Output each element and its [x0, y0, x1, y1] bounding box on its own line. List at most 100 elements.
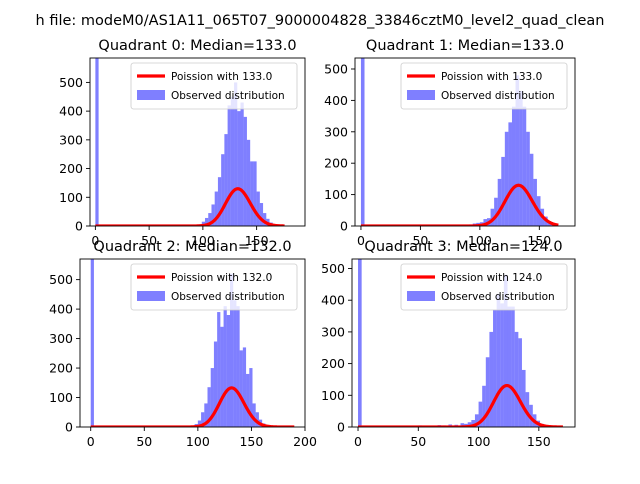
legend-box	[401, 63, 567, 109]
legend: Poission with 133.0 Observed distribution	[131, 63, 297, 109]
legend-box	[131, 63, 297, 109]
legend-line-label: Poission with 124.0	[441, 272, 542, 284]
subplot-title: Quadrant 2: Median=132.0	[93, 239, 291, 255]
legend: Poission with 124.0 Observed distribution	[401, 264, 567, 310]
y-tick-label: 500	[324, 61, 348, 76]
histogram-bar	[500, 303, 504, 427]
y-tick-label: 0	[65, 420, 73, 435]
legend-line-label: Poission with 133.0	[171, 71, 272, 83]
legend-bar-label: Observed distribution	[171, 291, 285, 303]
x-tick-label: 150	[527, 434, 551, 449]
legend-bar-swatch	[407, 90, 435, 100]
legend-bar-label: Observed distribution	[441, 291, 555, 303]
histogram-bar	[518, 338, 522, 427]
histogram-bar	[523, 107, 527, 226]
histogram-bar	[227, 315, 230, 427]
y-tick-label: 200	[321, 356, 345, 371]
histogram-bar	[221, 154, 224, 226]
histogram-bar	[243, 347, 246, 427]
y-tick-label: 500	[59, 75, 83, 90]
x-tick-label: 0	[87, 434, 95, 449]
histogram-bar	[498, 179, 502, 226]
histogram-bar	[95, 54, 98, 226]
y-tick-label: 0	[337, 420, 345, 435]
histogram-bar	[236, 306, 239, 427]
x-tick-label: 100	[186, 434, 210, 449]
legend-bar-swatch	[137, 291, 165, 301]
subplot-title: Quadrant 1: Median=133.0	[366, 38, 564, 54]
x-tick-label: 100	[467, 434, 491, 449]
histogram-bar	[246, 374, 249, 427]
y-tick-label: 300	[49, 331, 73, 346]
histogram-bar	[515, 332, 519, 427]
x-tick-label: 150	[239, 434, 263, 449]
legend-bar-swatch	[407, 291, 435, 301]
y-tick-label: 300	[59, 132, 83, 147]
histogram-bar	[224, 306, 227, 427]
histogram-bar	[358, 243, 362, 427]
legend-line-label: Poission with 132.0	[171, 272, 272, 284]
y-tick-label: 300	[324, 124, 348, 139]
y-tick-label: 100	[321, 388, 345, 403]
histogram-bar	[244, 117, 247, 226]
y-tick-label: 0	[340, 219, 348, 234]
legend: Poission with 133.0 Observed distribution	[401, 63, 567, 109]
y-tick-label: 100	[49, 390, 73, 405]
histogram-bar	[237, 111, 240, 226]
histogram-bar	[508, 122, 512, 226]
histogram-bar	[224, 134, 227, 226]
legend-bar-swatch	[137, 90, 165, 100]
histogram-bar	[253, 161, 256, 226]
x-tick-label: 0	[354, 434, 362, 449]
legend: Poission with 132.0 Observed distribution	[131, 264, 297, 310]
histogram-bar	[512, 107, 516, 226]
histogram-bar	[241, 103, 244, 226]
legend-box	[401, 264, 567, 310]
histogram-bar	[218, 177, 221, 226]
legend-line-label: Poission with 133.0	[441, 71, 542, 83]
histogram-bar	[501, 157, 505, 226]
y-tick-label: 100	[324, 187, 348, 202]
histogram-bar	[507, 307, 511, 427]
y-tick-label: 0	[75, 219, 83, 234]
legend-box	[131, 264, 297, 310]
y-tick-label: 500	[49, 272, 73, 287]
x-tick-label: 50	[410, 434, 426, 449]
histogram-bar	[489, 332, 493, 427]
histogram-bar	[511, 307, 515, 427]
y-tick-label: 300	[321, 324, 345, 339]
histogram-bar	[231, 97, 234, 226]
histogram-bar	[526, 132, 530, 226]
figure-suptitle: h file: modeM0/AS1A11_065T07_9000004828_…	[36, 13, 605, 29]
histogram-bar	[257, 192, 260, 226]
histogram-bar	[361, 42, 365, 226]
histogram-bar	[220, 327, 223, 427]
subplot-title: Quadrant 3: Median=124.0	[364, 239, 562, 255]
y-tick-label: 400	[324, 93, 348, 108]
legend-bar-label: Observed distribution	[441, 90, 555, 102]
histogram-bar	[240, 350, 243, 427]
y-tick-label: 400	[49, 302, 73, 317]
y-tick-label: 200	[324, 156, 348, 171]
histogram-bar	[530, 154, 534, 226]
subplot-title: Quadrant 0: Median=133.0	[98, 38, 296, 54]
y-tick-label: 400	[59, 104, 83, 119]
y-tick-label: 400	[321, 293, 345, 308]
y-tick-label: 200	[59, 161, 83, 176]
y-tick-label: 200	[49, 361, 73, 376]
histogram-bar	[91, 250, 94, 427]
histogram-bar	[522, 370, 526, 427]
histogram-bar	[247, 140, 250, 226]
y-tick-label: 100	[59, 190, 83, 205]
histogram-bar	[493, 310, 497, 427]
x-tick-label: 50	[136, 434, 152, 449]
y-tick-label: 500	[321, 261, 345, 276]
histogram-bar	[228, 105, 231, 226]
histogram-bar	[233, 300, 236, 427]
histogram-bar	[497, 294, 501, 427]
legend-bar-label: Observed distribution	[171, 90, 285, 102]
histogram-bar	[250, 161, 253, 226]
histogram-bar	[260, 203, 263, 226]
x-tick-label: 200	[293, 434, 317, 449]
